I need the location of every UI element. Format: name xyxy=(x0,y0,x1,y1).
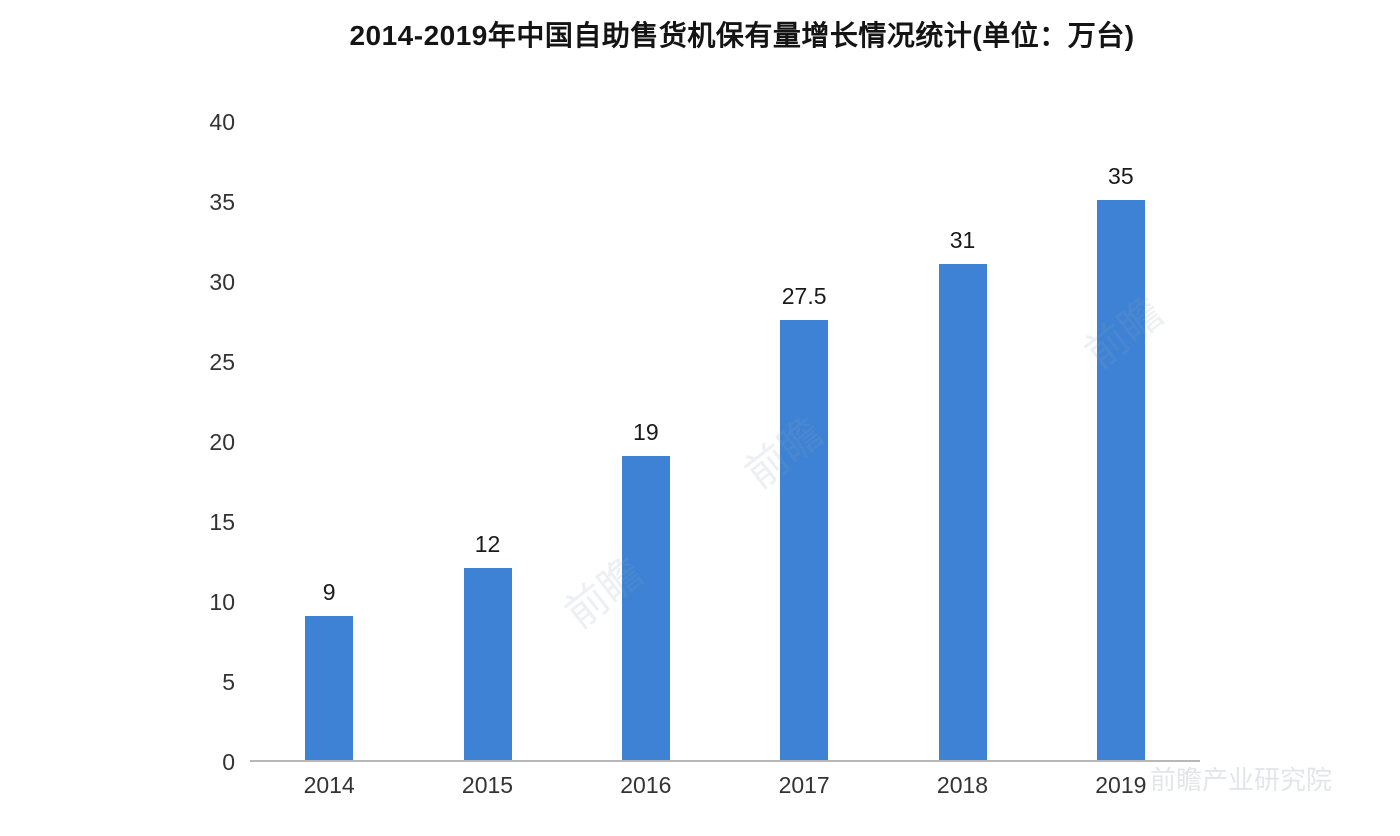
x-tick-label: 2015 xyxy=(461,772,514,798)
y-tick-label: 0 xyxy=(222,749,235,775)
x-tick-label: 2017 xyxy=(778,772,830,798)
bar-value-label: 31 xyxy=(949,227,976,253)
bar-2019 xyxy=(1096,200,1145,760)
x-tick-label: 2019 xyxy=(1095,772,1147,798)
x-tick-label: 2018 xyxy=(936,772,989,798)
y-tick-label: 25 xyxy=(209,349,235,375)
bar-2018 xyxy=(938,264,987,760)
bar-2015 xyxy=(463,568,512,760)
y-tick-label: 35 xyxy=(209,189,235,215)
bar-value-label: 9 xyxy=(322,579,336,605)
bar-2014 xyxy=(305,616,354,760)
y-tick-label: 15 xyxy=(209,509,235,535)
bar-2017 xyxy=(780,320,829,760)
bar-value-label: 19 xyxy=(633,419,659,445)
y-tick-label: 40 xyxy=(209,109,235,135)
y-tick-label: 20 xyxy=(209,429,235,455)
chart-title: 2014-2019年中国自助售货机保有量增长情况统计(单位：万台) xyxy=(349,20,1135,51)
x-axis: 2014 2015 2016 2017 2018 2019 xyxy=(250,772,1200,812)
y-tick-label: 10 xyxy=(209,589,235,615)
bar-2016 xyxy=(621,456,670,760)
x-tick-label: 2016 xyxy=(620,772,672,798)
x-tick-label: 2014 xyxy=(303,772,355,798)
bar-value-label: 12 xyxy=(474,531,501,557)
bar-value-label: 35 xyxy=(1108,163,1134,189)
y-tick-label: 5 xyxy=(222,669,235,695)
y-axis: 0 5 10 15 20 25 30 35 40 xyxy=(150,109,235,775)
bar-value-label: 27.5 xyxy=(781,283,827,309)
plot-area: 9 12 19 27.5 31 35 xyxy=(250,122,1200,762)
y-tick-label: 30 xyxy=(209,269,235,295)
